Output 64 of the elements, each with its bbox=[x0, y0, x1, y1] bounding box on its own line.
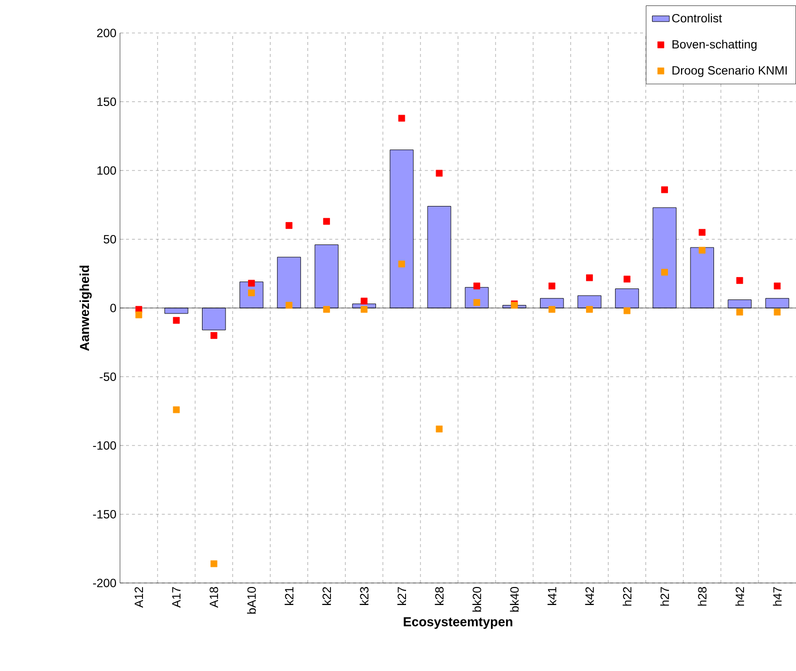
legend-label: Droog Scenario KNMI bbox=[672, 66, 787, 77]
point bbox=[360, 306, 368, 313]
x-tick-label: h22 bbox=[622, 587, 632, 606]
point bbox=[436, 170, 443, 177]
x-tick-label: A18 bbox=[210, 587, 218, 608]
point bbox=[586, 306, 593, 313]
x-tick-label: bk40 bbox=[510, 586, 519, 612]
point bbox=[774, 282, 781, 290]
point bbox=[323, 306, 330, 313]
point bbox=[661, 186, 668, 194]
x-tick-label: k28 bbox=[434, 587, 444, 605]
x-tick-label: bk20 bbox=[472, 586, 482, 612]
y-tick-label: -200 bbox=[93, 578, 116, 588]
legend-label: Controlist bbox=[672, 14, 722, 22]
point bbox=[398, 260, 406, 268]
point bbox=[473, 299, 480, 306]
point bbox=[624, 276, 630, 282]
y-tick-label: -150 bbox=[93, 510, 116, 518]
y-axis-title: Aanwezigheid bbox=[80, 266, 92, 351]
y-tick-label: 200 bbox=[97, 28, 116, 38]
point bbox=[698, 228, 706, 236]
point bbox=[286, 302, 292, 309]
point bbox=[736, 308, 744, 316]
x-tick-label: k21 bbox=[284, 587, 294, 605]
x-tick-label: h28 bbox=[698, 587, 707, 606]
y-tick-label: 0 bbox=[110, 304, 116, 312]
point bbox=[323, 218, 330, 225]
point bbox=[172, 406, 180, 414]
point bbox=[248, 280, 255, 287]
point bbox=[586, 274, 593, 282]
point bbox=[436, 426, 443, 432]
point bbox=[774, 308, 781, 316]
legend-label: Boven-schatting bbox=[672, 40, 757, 51]
point bbox=[698, 246, 706, 254]
x-tick-label: k41 bbox=[548, 587, 556, 605]
point bbox=[398, 114, 406, 122]
point bbox=[624, 307, 630, 314]
x-tick-label: h47 bbox=[772, 587, 782, 606]
x-tick-label: k42 bbox=[585, 587, 594, 605]
point bbox=[736, 277, 744, 284]
x-tick-label: A12 bbox=[134, 587, 143, 608]
x-tick-label: k23 bbox=[360, 587, 369, 605]
point bbox=[286, 222, 292, 229]
point bbox=[360, 298, 368, 304]
point bbox=[210, 332, 218, 339]
y-tick-label: 150 bbox=[97, 98, 116, 106]
y-tick-label: -50 bbox=[100, 372, 116, 381]
y-tick-label: -100 bbox=[93, 441, 116, 450]
x-axis-title: Ecosysteemtypen bbox=[404, 617, 512, 629]
y-tick-label: 50 bbox=[104, 235, 116, 244]
x-tick-label: k27 bbox=[397, 587, 406, 605]
point bbox=[473, 282, 480, 290]
point bbox=[548, 306, 556, 313]
x-tick-label: bA10 bbox=[247, 586, 256, 614]
x-tick-label: k22 bbox=[322, 587, 331, 605]
point bbox=[135, 311, 142, 318]
point bbox=[661, 268, 668, 276]
x-tick-label: h42 bbox=[735, 587, 744, 606]
x-tick-label: A17 bbox=[172, 587, 180, 608]
x-tick-label: h27 bbox=[660, 587, 669, 606]
point bbox=[548, 282, 556, 290]
point bbox=[210, 560, 218, 568]
point bbox=[172, 316, 180, 324]
y-tick-label: 100 bbox=[97, 166, 116, 175]
